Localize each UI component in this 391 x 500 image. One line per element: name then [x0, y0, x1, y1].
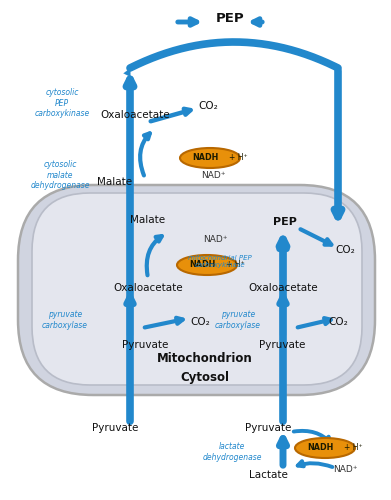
Text: NADH: NADH [192, 153, 218, 162]
Text: + H⁺: + H⁺ [229, 153, 248, 162]
Text: CO₂: CO₂ [328, 317, 348, 327]
Ellipse shape [295, 438, 355, 458]
Text: PEP: PEP [216, 12, 244, 24]
Text: Cytosol: Cytosol [181, 372, 230, 384]
Text: Lactate: Lactate [249, 470, 287, 480]
Text: NAD⁺: NAD⁺ [203, 236, 227, 244]
Text: Oxaloacetate: Oxaloacetate [248, 283, 318, 293]
Text: Pyruvate: Pyruvate [92, 423, 138, 433]
Text: NAD⁺: NAD⁺ [201, 170, 225, 179]
Ellipse shape [177, 255, 237, 275]
Text: Malate: Malate [131, 215, 165, 225]
Text: mitochondrial PEP
carboxykinase: mitochondrial PEP carboxykinase [188, 256, 252, 268]
FancyBboxPatch shape [18, 185, 375, 395]
Text: Oxaloacetate: Oxaloacetate [113, 283, 183, 293]
Text: CO₂: CO₂ [190, 317, 210, 327]
Text: pyruvate
carboxylase: pyruvate carboxylase [215, 310, 261, 330]
Text: CO₂: CO₂ [198, 101, 218, 111]
Text: Mitochondrion: Mitochondrion [157, 352, 253, 364]
Ellipse shape [180, 148, 240, 168]
Text: Pyruvate: Pyruvate [245, 423, 291, 433]
Text: + H⁺: + H⁺ [344, 443, 362, 452]
Text: CO₂: CO₂ [335, 245, 355, 255]
Text: cytosolic
PEP
carboxykinase: cytosolic PEP carboxykinase [34, 88, 90, 118]
Text: Pyruvate: Pyruvate [259, 340, 305, 350]
Text: NAD⁺: NAD⁺ [333, 466, 357, 474]
Text: lactate
dehydrogenase: lactate dehydrogenase [202, 442, 262, 462]
Text: cytosolic
malate
dehydrogenase: cytosolic malate dehydrogenase [30, 160, 90, 190]
Text: Oxaloacetate: Oxaloacetate [100, 110, 170, 120]
Text: + H⁺: + H⁺ [226, 260, 245, 269]
Text: NADH: NADH [189, 260, 215, 269]
Text: pyruvate
carboxylase: pyruvate carboxylase [42, 310, 88, 330]
FancyBboxPatch shape [32, 193, 362, 385]
Text: Malate: Malate [97, 177, 133, 187]
Text: PEP: PEP [273, 217, 297, 227]
Text: NADH: NADH [307, 443, 333, 452]
Text: Pyruvate: Pyruvate [122, 340, 168, 350]
